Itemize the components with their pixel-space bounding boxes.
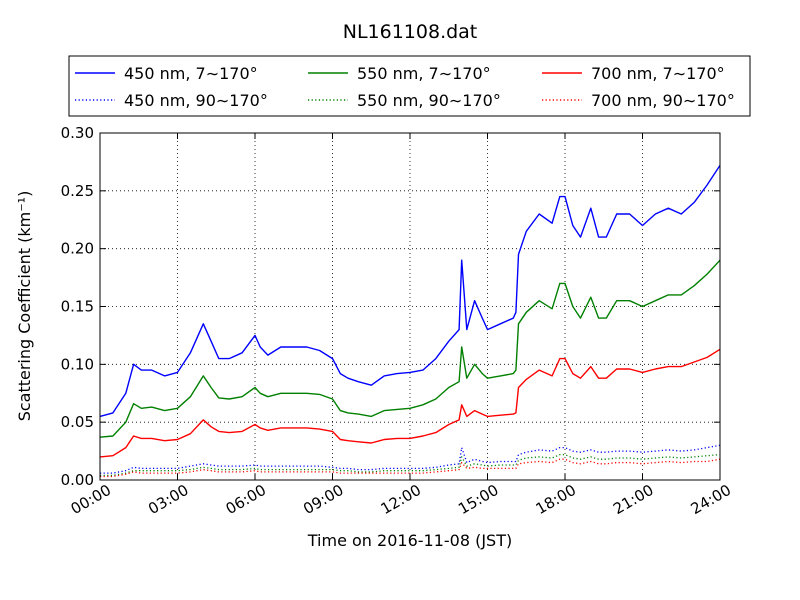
- chart-title: NL161108.dat: [343, 21, 478, 43]
- x-tick-label: 18:00: [533, 481, 579, 518]
- legend-label: 700 nm, 90∼170°: [591, 91, 735, 110]
- y-tick-label: 0.20: [61, 240, 94, 258]
- x-tick-label: 12:00: [378, 481, 424, 518]
- grid: [100, 133, 720, 480]
- x-tick-label: 09:00: [300, 481, 346, 518]
- x-tick-label: 15:00: [455, 481, 501, 518]
- y-tick-label: 0.30: [61, 124, 94, 142]
- legend: 450 nm, 7∼170° 550 nm, 7∼170° 700 nm, 7∼17…: [68, 55, 751, 117]
- series-line: [99, 348, 721, 458]
- series-line: [100, 453, 721, 477]
- legend-box: [68, 55, 751, 117]
- x-axis-label: Time on 2016-11-08 (JST): [307, 531, 512, 550]
- legend-label: 450 nm, 90∼170°: [124, 91, 268, 110]
- legend-label: 700 nm, 7∼170°: [591, 64, 725, 83]
- series-line: [99, 259, 721, 438]
- x-tick-label: 24:00: [688, 481, 734, 518]
- y-tick-label: 0.00: [61, 471, 94, 489]
- y-tick-label: 0.05: [61, 413, 94, 431]
- x-tick-label: 03:00: [145, 481, 191, 518]
- y-tick-label: 0.10: [61, 355, 94, 373]
- ticks: 00:00 03:00 06:00 09:00 12:00 15:00 18:00 21:00…: [61, 124, 735, 518]
- x-tick-label: 06:00: [223, 481, 269, 518]
- legend-label: 450 nm, 7∼170°: [124, 64, 258, 83]
- series-line: [100, 444, 721, 474]
- y-tick-label: 0.25: [61, 182, 94, 200]
- x-tick-label: 21:00: [610, 481, 656, 518]
- legend-label: 550 nm, 90∼170°: [357, 91, 501, 110]
- series-line: [100, 458, 721, 478]
- y-tick-label: 0.15: [61, 298, 94, 316]
- y-axis-label: Scattering Coefficient (km⁻¹): [15, 191, 34, 422]
- series-group: [99, 165, 721, 478]
- series-line: [99, 165, 721, 418]
- legend-label: 550 nm, 7∼170°: [357, 64, 491, 83]
